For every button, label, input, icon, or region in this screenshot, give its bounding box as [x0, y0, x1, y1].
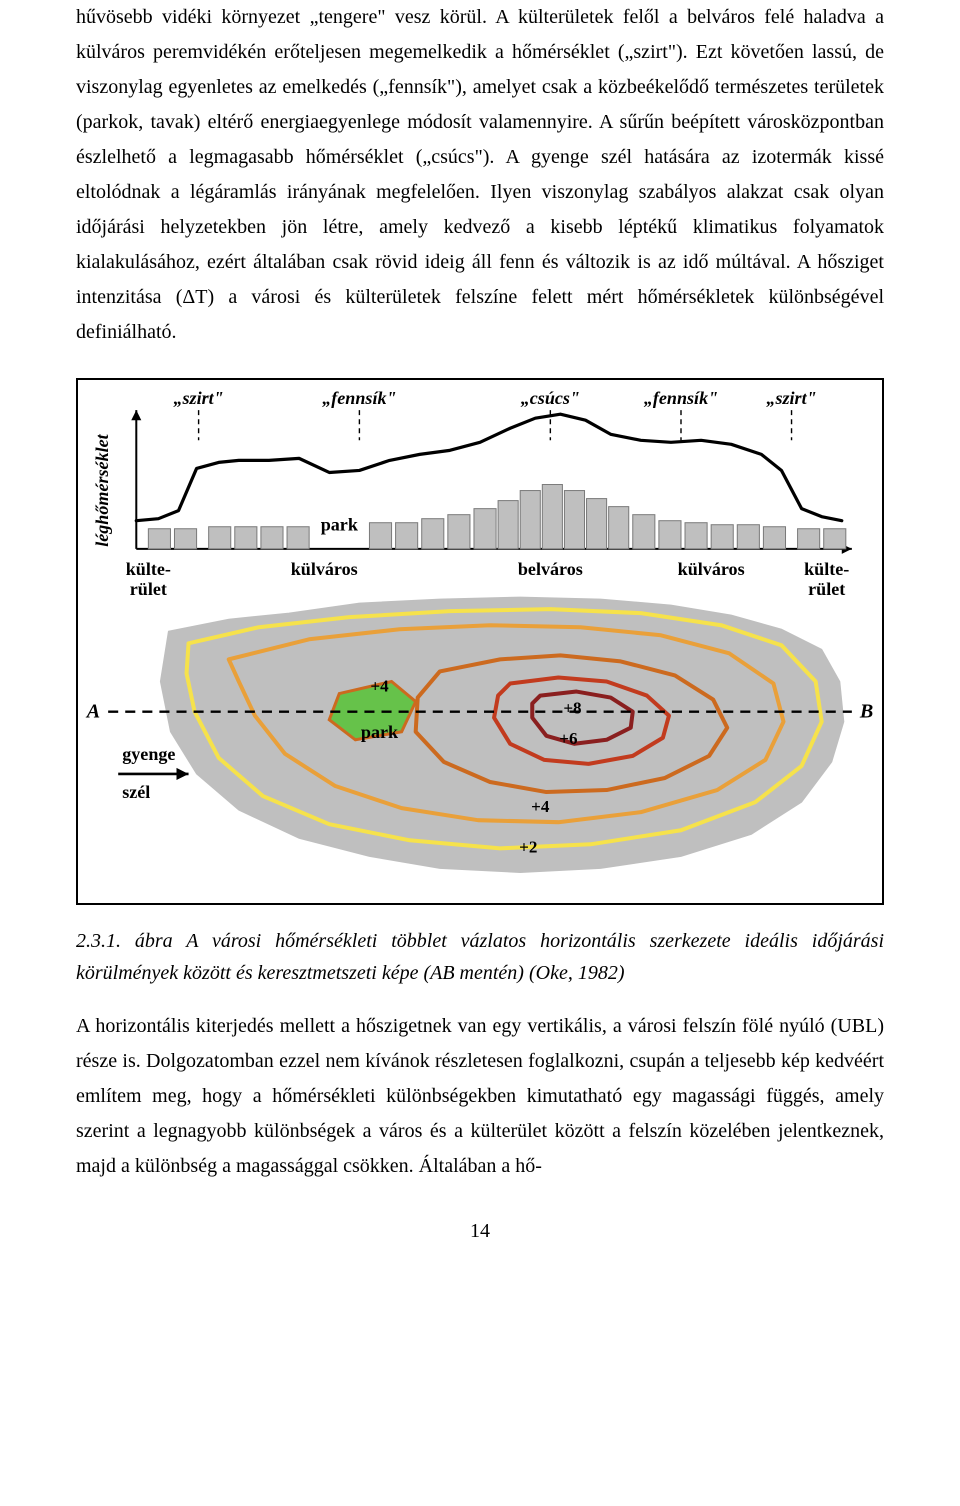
svg-text:+8: +8 — [563, 699, 581, 718]
svg-text:„csúcs": „csúcs" — [521, 388, 580, 408]
svg-text:A: A — [85, 701, 100, 723]
svg-text:szél: szél — [122, 782, 150, 802]
body-paragraph-2: A horizontális kiterjedés mellett a hősz… — [76, 1009, 884, 1184]
figure-frame: léghőmérséklet „szirt" „fennsík" „csúcs" „fe… — [76, 378, 884, 905]
svg-text:„szirt": „szirt" — [173, 388, 223, 408]
figure-caption: 2.3.1. ábra A városi hőmérsékleti többle… — [76, 925, 884, 989]
body-paragraph-1: hűvösebb vidéki környezet „tengere" vesz… — [76, 0, 884, 350]
svg-text:B: B — [859, 701, 873, 723]
figure-2-3-1: léghőmérséklet „szirt" „fennsík" „csúcs" „fe… — [76, 378, 884, 989]
svg-text:gyenge: gyenge — [122, 744, 175, 764]
svg-text:+6: +6 — [559, 729, 578, 748]
svg-text:+4: +4 — [531, 797, 550, 816]
page-number: 14 — [76, 1220, 884, 1243]
svg-text:„fennsík": „fennsík" — [644, 388, 718, 408]
svg-text:külte-: külte- — [804, 559, 849, 579]
svg-text:„szirt": „szirt" — [766, 388, 816, 408]
svg-text:„fennsík": „fennsík" — [322, 388, 396, 408]
svg-text:külte-: külte- — [126, 559, 171, 579]
svg-text:külváros: külváros — [678, 559, 745, 579]
svg-text:belváros: belváros — [518, 559, 583, 579]
svg-text:park: park — [321, 515, 359, 535]
svg-text:rület: rület — [808, 579, 845, 599]
svg-text:+2: +2 — [519, 837, 537, 856]
figure-svg: léghőmérséklet „szirt" „fennsík" „csúcs" „fe… — [78, 380, 882, 903]
svg-text:park: park — [361, 722, 399, 742]
svg-text:+4: +4 — [370, 677, 389, 696]
figure-caption-text: 2.3.1. ábra A városi hőmérsékleti többle… — [76, 930, 884, 984]
svg-text:léghőmérséklet: léghőmérséklet — [92, 433, 112, 546]
svg-text:külváros: külváros — [291, 559, 358, 579]
svg-text:rület: rület — [130, 579, 167, 599]
